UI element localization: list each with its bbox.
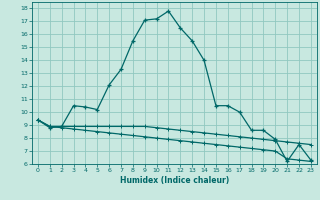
X-axis label: Humidex (Indice chaleur): Humidex (Indice chaleur) — [120, 176, 229, 185]
